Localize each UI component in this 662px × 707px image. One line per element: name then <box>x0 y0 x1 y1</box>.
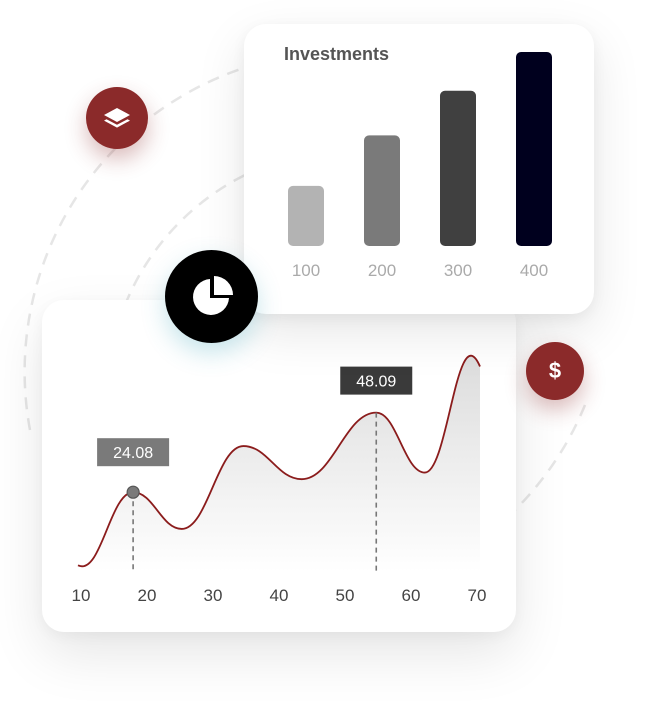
x-tick-label: 20 <box>138 586 157 605</box>
value-label-box <box>97 438 170 467</box>
area-fill <box>78 355 480 572</box>
x-tick-label: 60 <box>402 586 421 605</box>
value-label: 48.09 <box>356 374 396 391</box>
bar-category-label: 100 <box>292 261 320 280</box>
investments-card: Investments 100 200 300 400 <box>244 24 594 314</box>
x-tick-label: 70 <box>468 586 487 605</box>
bar-chart: 100 200 300 400 <box>288 52 552 280</box>
bar-100 <box>288 185 324 246</box>
bar-category-label: 300 <box>444 261 472 280</box>
x-tick-label: 10 <box>72 586 91 605</box>
pie-chart-icon <box>192 275 233 315</box>
right-dashed-arc <box>514 404 587 511</box>
bar-400 <box>516 52 552 246</box>
value-label: 24.08 <box>113 445 153 462</box>
layers-icon-badge <box>86 87 148 149</box>
bar-300 <box>440 90 476 246</box>
x-tick-label: 40 <box>270 586 289 605</box>
chart-title: Investments <box>284 44 390 64</box>
bar-category-label: 200 <box>368 261 396 280</box>
data-point-marker <box>126 485 140 499</box>
dollar-icon: $ <box>526 342 584 400</box>
line-chart-card: 24.08 48.09 10 20 30 40 50 60 70 <box>42 300 516 632</box>
line-chart: 24.08 48.09 10 20 30 40 50 60 70 <box>72 354 487 605</box>
pie-chart-icon-badge <box>165 250 258 343</box>
layers-icon <box>104 108 130 128</box>
bar-200 <box>364 135 400 246</box>
bar-category-label: 400 <box>520 261 548 280</box>
x-tick-label: 30 <box>204 586 223 605</box>
x-tick-label: 50 <box>336 586 355 605</box>
value-label-box <box>340 366 413 395</box>
